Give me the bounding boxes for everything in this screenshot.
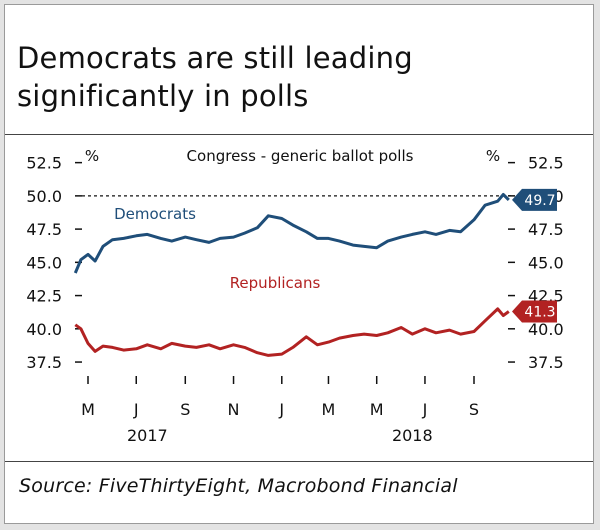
y-tick-label-right: 47.5: [528, 220, 564, 239]
y-tick-label-right: 52.5: [528, 154, 564, 173]
y-tick-label-left: 37.5: [26, 353, 62, 372]
x-tick-label: S: [180, 400, 190, 419]
democrats-line: [73, 193, 510, 274]
year-label: 2018: [392, 426, 433, 445]
x-tick-label: J: [422, 400, 428, 419]
source-note: Source: FiveThirtyEight, Macrobond Finan…: [19, 475, 458, 497]
x-tick-label: S: [469, 400, 479, 419]
y-tick-label-right: 37.5: [528, 353, 564, 372]
chart-card: Democrats are still leading significantl…: [4, 4, 594, 524]
x-tick-label: M: [81, 400, 95, 419]
year-label: 2017: [127, 426, 168, 445]
title-line-2: significantly in polls: [17, 79, 309, 113]
republicans-end-tag: [512, 300, 557, 323]
republicans-line: [74, 307, 510, 357]
y-tick-label-left: 47.5: [26, 220, 62, 239]
page-title: Democrats are still leading significantl…: [17, 39, 577, 115]
title-line-1: Democrats are still leading: [17, 41, 413, 75]
top-divider: [5, 134, 593, 135]
y-tick-label-right: 40.0: [528, 320, 564, 339]
x-tick-label: M: [370, 400, 384, 419]
x-tick-label: J: [278, 400, 284, 419]
republicans-annotation: Republicans: [230, 274, 321, 292]
x-tick-label: N: [228, 400, 240, 419]
democrats-annotation: Democrats: [114, 205, 196, 223]
republicans-end-value: 41.3: [524, 305, 555, 321]
democrats-end-tag: [512, 188, 557, 211]
bottom-divider: [5, 461, 593, 462]
left-unit-label: %: [85, 147, 99, 165]
y-tick-label-left: 42.5: [26, 287, 62, 306]
x-tick-label: M: [322, 400, 336, 419]
x-tick-label: J: [133, 400, 139, 419]
y-tick-label-right: 45.0: [528, 253, 564, 272]
y-tick-label-left: 45.0: [26, 253, 62, 272]
democrats-end-value: 49.7: [524, 193, 555, 209]
chart-title: Congress - generic ballot polls: [187, 147, 414, 165]
y-tick-label-left: 50.0: [26, 187, 62, 206]
right-unit-label: %: [486, 147, 500, 165]
y-tick-label-left: 40.0: [26, 320, 62, 339]
y-tick-label-left: 52.5: [26, 154, 62, 173]
